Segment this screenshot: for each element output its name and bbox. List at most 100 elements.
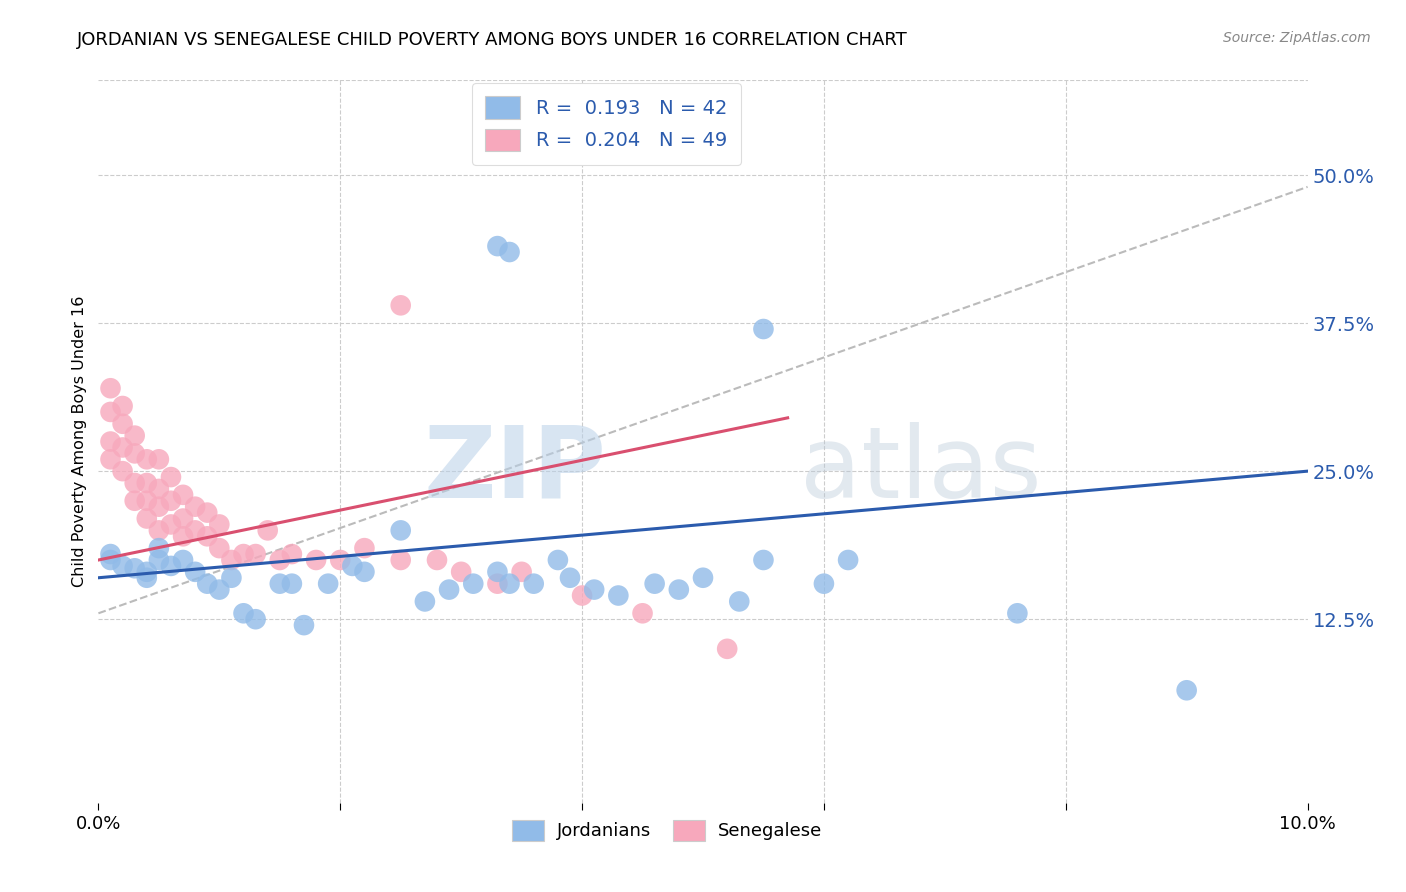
Point: [221, 571, 243, 585]
Point: [523, 576, 546, 591]
Point: [195, 529, 218, 543]
Point: [837, 553, 859, 567]
Point: [184, 565, 207, 579]
Point: [124, 475, 146, 490]
Point: [486, 576, 509, 591]
Point: [256, 524, 278, 538]
Point: [135, 475, 157, 490]
Point: [172, 529, 194, 543]
Point: [752, 322, 775, 336]
Point: [135, 571, 157, 585]
Point: [124, 493, 146, 508]
Legend: Jordanians, Senegalese: Jordanians, Senegalese: [505, 813, 830, 848]
Point: [111, 441, 134, 455]
Point: [281, 547, 304, 561]
Y-axis label: Child Poverty Among Boys Under 16: Child Poverty Among Boys Under 16: [72, 296, 87, 587]
Point: [342, 558, 364, 573]
Point: [644, 576, 666, 591]
Point: [463, 576, 485, 591]
Point: [558, 571, 581, 585]
Point: [100, 553, 122, 567]
Point: [111, 558, 134, 573]
Point: [124, 561, 146, 575]
Point: [221, 553, 243, 567]
Point: [172, 488, 194, 502]
Point: [728, 594, 751, 608]
Point: [172, 553, 194, 567]
Text: atlas: atlas: [800, 422, 1042, 519]
Point: [510, 565, 533, 579]
Point: [498, 245, 520, 260]
Point: [232, 547, 254, 561]
Point: [184, 524, 207, 538]
Point: [389, 524, 412, 538]
Point: [245, 612, 267, 626]
Point: [135, 493, 157, 508]
Point: [305, 553, 328, 567]
Point: [547, 553, 569, 567]
Point: [292, 618, 315, 632]
Point: [195, 576, 218, 591]
Point: [111, 399, 134, 413]
Point: [135, 565, 157, 579]
Point: [668, 582, 690, 597]
Text: Source: ZipAtlas.com: Source: ZipAtlas.com: [1223, 31, 1371, 45]
Point: [148, 500, 170, 514]
Point: [160, 493, 183, 508]
Point: [450, 565, 472, 579]
Point: [184, 500, 207, 514]
Point: [631, 607, 654, 621]
Point: [148, 482, 170, 496]
Point: [232, 607, 254, 621]
Point: [692, 571, 714, 585]
Point: [135, 452, 157, 467]
Text: JORDANIAN VS SENEGALESE CHILD POVERTY AMONG BOYS UNDER 16 CORRELATION CHART: JORDANIAN VS SENEGALESE CHILD POVERTY AM…: [77, 31, 908, 49]
Point: [389, 298, 412, 312]
Point: [413, 594, 436, 608]
Point: [148, 541, 170, 556]
Point: [437, 582, 460, 597]
Point: [208, 541, 231, 556]
Point: [486, 565, 509, 579]
Point: [100, 405, 122, 419]
Point: [316, 576, 339, 591]
Point: [100, 452, 122, 467]
Point: [160, 517, 183, 532]
Point: [111, 417, 134, 431]
Point: [124, 428, 146, 442]
Point: [281, 576, 304, 591]
Point: [135, 511, 157, 525]
Point: [583, 582, 606, 597]
Point: [172, 511, 194, 525]
Point: [160, 470, 183, 484]
Point: [111, 464, 134, 478]
Point: [148, 553, 170, 567]
Point: [329, 553, 352, 567]
Point: [160, 558, 183, 573]
Point: [486, 239, 509, 253]
Point: [100, 547, 122, 561]
Point: [148, 524, 170, 538]
Point: [389, 553, 412, 567]
Point: [1175, 683, 1198, 698]
Point: [269, 576, 291, 591]
Point: [1007, 607, 1029, 621]
Point: [571, 589, 593, 603]
Text: ZIP: ZIP: [423, 422, 606, 519]
Point: [716, 641, 738, 656]
Point: [100, 381, 122, 395]
Point: [607, 589, 630, 603]
Point: [353, 541, 375, 556]
Point: [269, 553, 291, 567]
Point: [426, 553, 449, 567]
Point: [813, 576, 835, 591]
Point: [124, 446, 146, 460]
Point: [148, 452, 170, 467]
Point: [752, 553, 775, 567]
Point: [245, 547, 267, 561]
Point: [498, 576, 520, 591]
Point: [195, 506, 218, 520]
Point: [100, 434, 122, 449]
Point: [208, 517, 231, 532]
Point: [353, 565, 375, 579]
